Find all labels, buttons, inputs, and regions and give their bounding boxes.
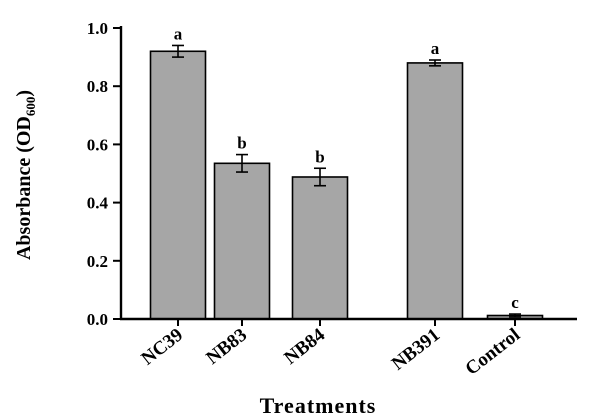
y-axis-title: Absorbance (OD600) <box>13 90 38 260</box>
y-tick-label: 0.4 <box>87 194 109 213</box>
x-tick-label: NB83 <box>202 324 251 369</box>
x-tick-label: NB84 <box>280 324 329 369</box>
significance-label: c <box>511 293 519 312</box>
y-tick-label: 0.6 <box>87 135 108 154</box>
bar <box>291 176 349 320</box>
bar <box>406 62 464 320</box>
significance-label: a <box>174 24 183 43</box>
y-tick-label: 0.2 <box>87 252 108 271</box>
significance-label: b <box>237 134 246 153</box>
bar <box>149 50 207 320</box>
significance-label: b <box>315 147 324 166</box>
x-axis-title: Treatments <box>260 393 377 418</box>
x-tick-label: Control <box>462 324 525 379</box>
x-tick-label: NC39 <box>138 324 188 369</box>
x-tick-label: NB391 <box>388 324 444 374</box>
y-tick-label: 1.0 <box>87 19 108 38</box>
y-tick-label: 0.0 <box>87 310 108 329</box>
significance-label: a <box>431 39 440 58</box>
bar <box>213 162 271 320</box>
y-tick-label: 0.8 <box>87 77 108 96</box>
plot-area: a NC39 b NB83 b NB84 a NB391 c Control 0.0 0.2 0.4 0.… <box>87 19 577 380</box>
